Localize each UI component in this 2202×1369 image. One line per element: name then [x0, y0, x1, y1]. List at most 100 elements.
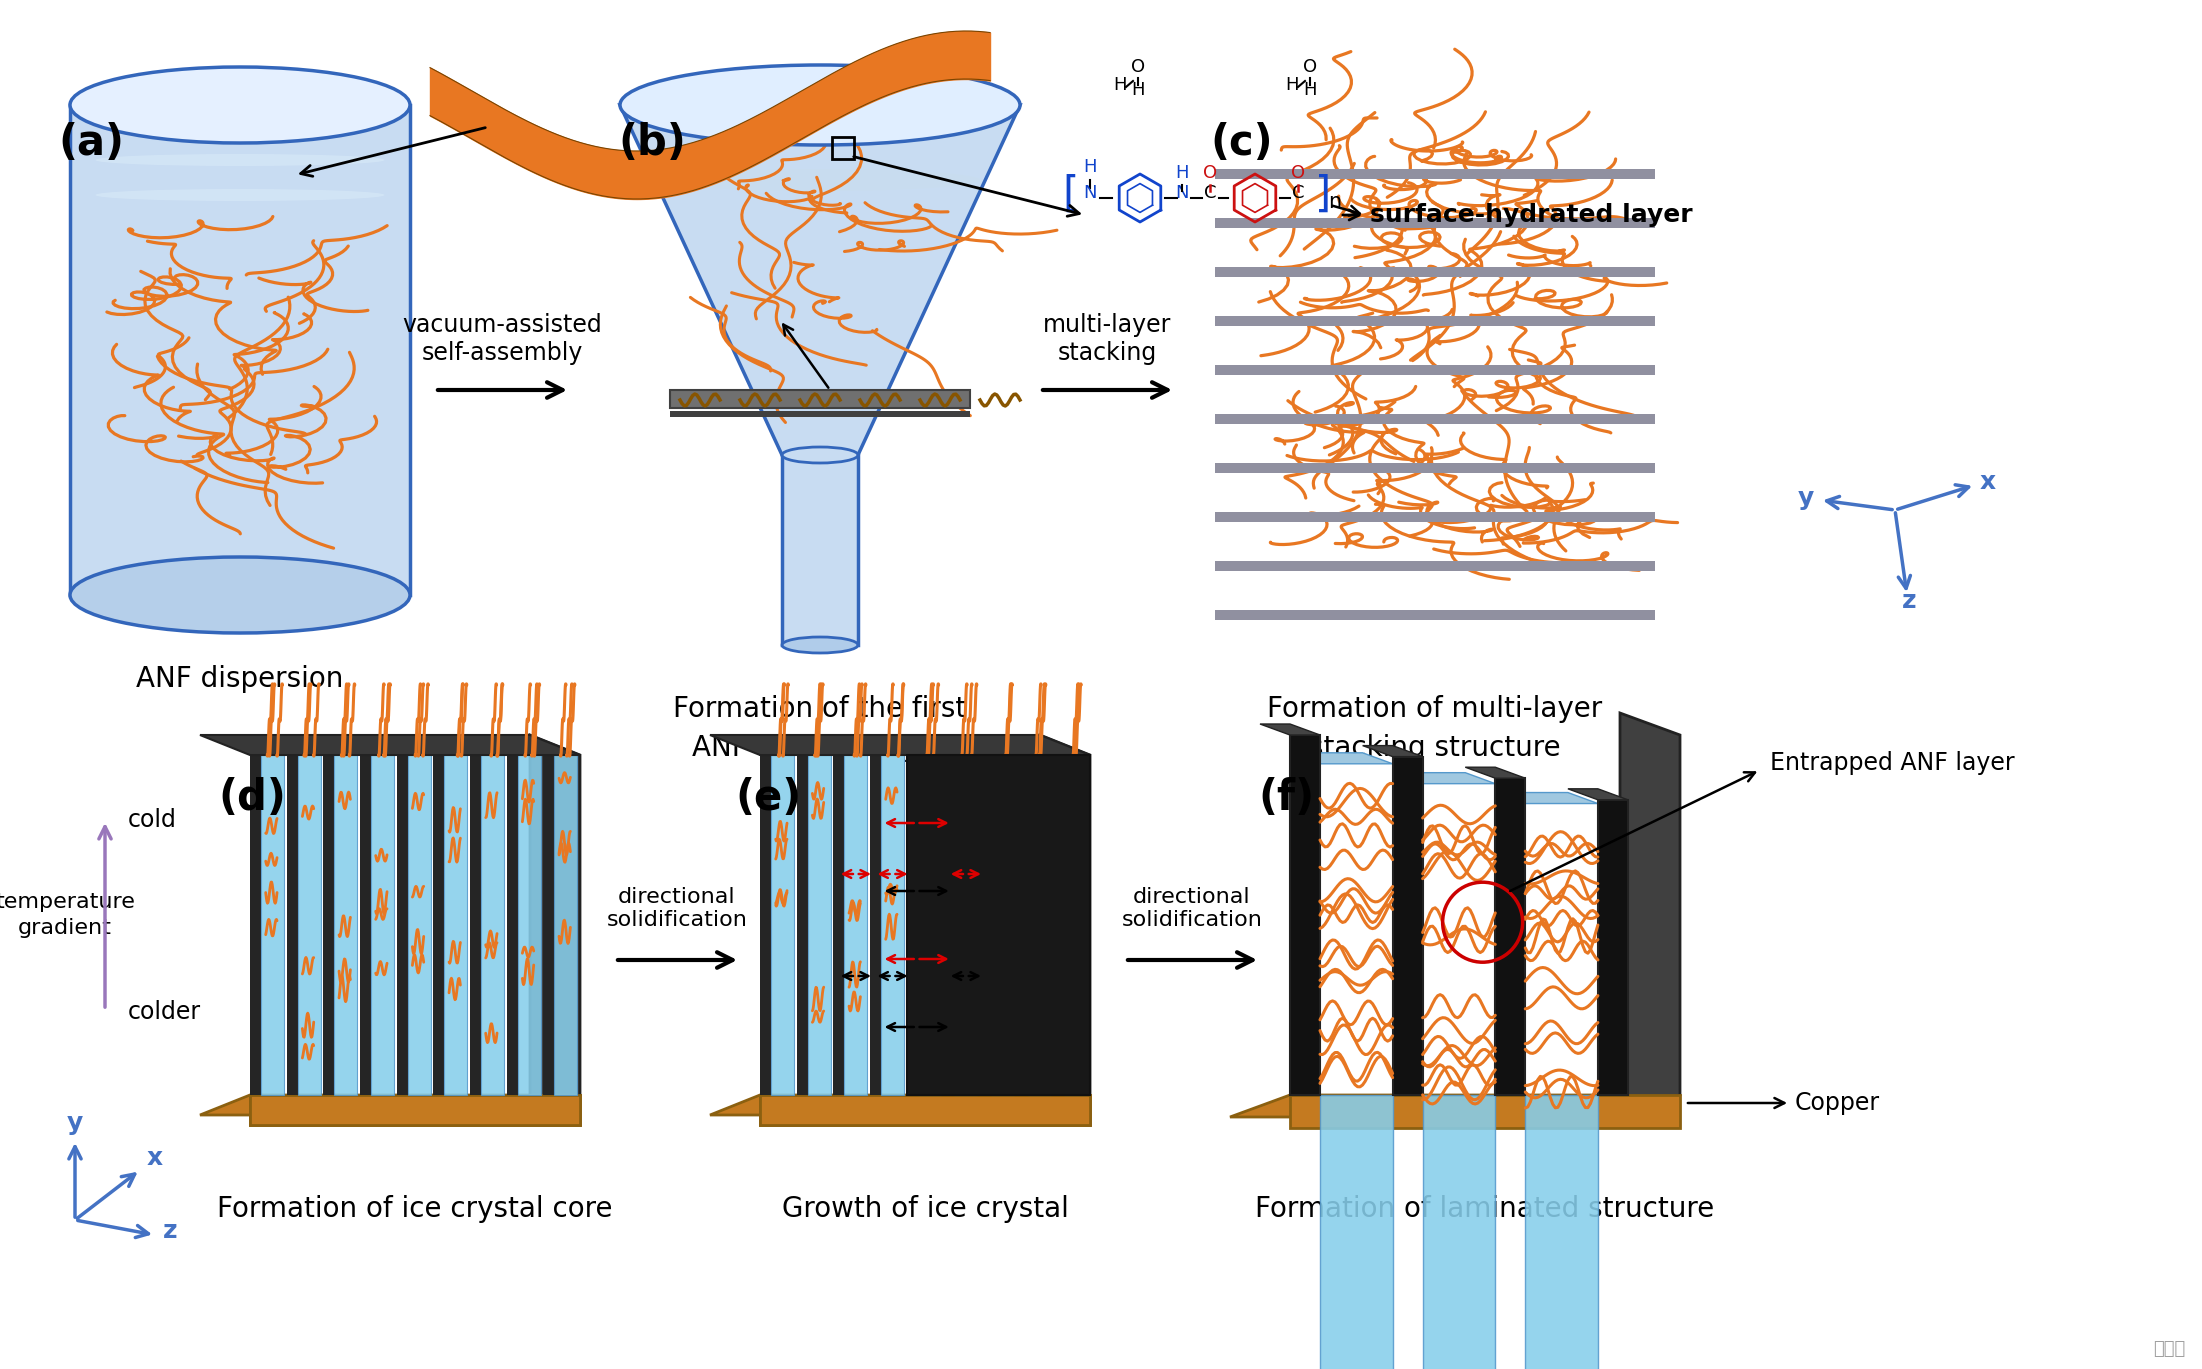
Polygon shape	[1039, 735, 1090, 1114]
Text: H: H	[1114, 77, 1127, 94]
Text: cold: cold	[128, 808, 176, 832]
Bar	[942, 754, 953, 1095]
Bar	[760, 1095, 1090, 1125]
Polygon shape	[1260, 724, 1319, 735]
Polygon shape	[504, 735, 577, 754]
Text: O: O	[1304, 57, 1317, 77]
Bar	[407, 754, 432, 1095]
Text: y: y	[1799, 486, 1814, 511]
Polygon shape	[321, 735, 394, 754]
Polygon shape	[1568, 789, 1627, 799]
Bar	[771, 754, 795, 1095]
Bar	[980, 754, 991, 1095]
Polygon shape	[1231, 1095, 1680, 1117]
Polygon shape	[1495, 793, 1599, 804]
Bar	[286, 754, 297, 1095]
Text: (b): (b)	[619, 122, 685, 164]
Polygon shape	[1363, 746, 1422, 757]
Ellipse shape	[95, 189, 385, 201]
Bar	[1290, 735, 1319, 1095]
Text: Growth of ice crystal: Growth of ice crystal	[782, 1195, 1068, 1223]
Bar	[797, 754, 808, 1095]
Bar	[1290, 1095, 1680, 1128]
Text: C: C	[1204, 183, 1216, 203]
Text: Formation of laminated structure: Formation of laminated structure	[1255, 1195, 1715, 1223]
Bar	[782, 455, 859, 645]
Bar	[991, 754, 1013, 1095]
Text: (c): (c)	[1211, 122, 1273, 164]
Bar	[953, 754, 978, 1095]
Text: temperature
gradient: temperature gradient	[0, 891, 134, 938]
Bar	[1216, 267, 1656, 277]
Bar	[469, 754, 482, 1095]
Polygon shape	[868, 735, 940, 754]
Text: y: y	[66, 1112, 84, 1135]
Polygon shape	[467, 735, 539, 754]
Bar	[1319, 1095, 1392, 1369]
Polygon shape	[709, 1095, 1090, 1114]
Bar	[907, 754, 918, 1095]
Bar	[1216, 463, 1656, 474]
Bar	[1216, 218, 1656, 229]
Bar	[335, 754, 357, 1095]
Polygon shape	[1621, 713, 1680, 1117]
Text: ANF dispersion: ANF dispersion	[137, 665, 344, 693]
Text: z: z	[1903, 589, 1916, 613]
Bar	[359, 754, 372, 1095]
Ellipse shape	[782, 637, 859, 653]
Polygon shape	[432, 735, 504, 754]
Bar	[1392, 757, 1422, 1095]
Polygon shape	[720, 735, 795, 754]
Bar	[396, 754, 407, 1095]
Polygon shape	[1464, 767, 1526, 778]
Bar	[482, 754, 504, 1095]
Text: 喜集网: 喜集网	[2154, 1340, 2184, 1358]
Bar	[832, 137, 854, 159]
Bar	[1495, 778, 1526, 1095]
Bar	[1064, 754, 1088, 1095]
Bar	[1216, 168, 1656, 179]
Text: directional
solidification: directional solidification	[606, 887, 746, 930]
Bar	[1526, 1095, 1599, 1369]
Text: H: H	[1286, 77, 1299, 94]
Bar	[1422, 1095, 1495, 1369]
Polygon shape	[757, 735, 830, 754]
Text: Copper: Copper	[1795, 1091, 1881, 1114]
Bar	[517, 754, 539, 1095]
Bar	[434, 754, 445, 1095]
Text: ]: ]	[1315, 174, 1332, 216]
Polygon shape	[830, 735, 903, 754]
Polygon shape	[357, 735, 432, 754]
Bar	[1053, 754, 1064, 1095]
Polygon shape	[249, 735, 321, 754]
Text: (d): (d)	[218, 778, 286, 819]
Bar	[1216, 512, 1656, 522]
Text: O: O	[1290, 164, 1306, 182]
Text: vacuum-assisted
self-assembly: vacuum-assisted self-assembly	[403, 314, 601, 366]
Ellipse shape	[95, 153, 385, 166]
Text: N: N	[1176, 183, 1189, 203]
Bar	[251, 1095, 579, 1125]
Bar	[506, 754, 517, 1095]
Bar	[918, 754, 940, 1095]
Polygon shape	[211, 735, 284, 754]
Polygon shape	[284, 735, 357, 754]
Text: Formation of the first
ANF network layer: Formation of the first ANF network layer	[674, 695, 967, 763]
Bar	[251, 1095, 579, 1125]
Bar	[669, 411, 971, 418]
Bar	[1028, 754, 1050, 1095]
Bar	[1599, 799, 1627, 1095]
Text: z: z	[163, 1218, 178, 1243]
Text: H: H	[1176, 164, 1189, 182]
Polygon shape	[200, 1095, 579, 1114]
Text: x: x	[148, 1146, 163, 1170]
Bar	[70, 105, 410, 596]
Text: Formation of multi-layer
stacking structure: Formation of multi-layer stacking struct…	[1268, 695, 1603, 763]
Bar	[1216, 413, 1656, 424]
Text: O: O	[1202, 164, 1218, 182]
Bar	[881, 754, 903, 1095]
Text: surface-hydrated layer: surface-hydrated layer	[1370, 203, 1693, 227]
Text: N: N	[1083, 183, 1097, 203]
Bar	[251, 754, 262, 1095]
Bar	[1216, 130, 1656, 611]
